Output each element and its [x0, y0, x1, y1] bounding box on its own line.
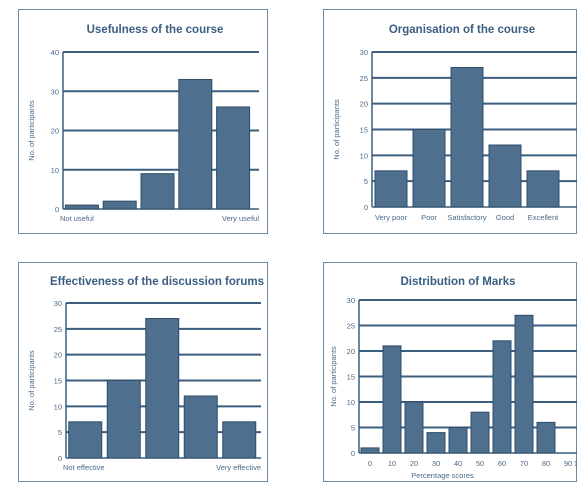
bar — [68, 421, 103, 459]
y-axis-label: No. of participants — [329, 346, 338, 407]
x-tick-label: 30 — [432, 459, 440, 468]
chart-forums: Effectiveness of the discussion forums No… — [18, 262, 268, 482]
x-end-label-right: Very effective — [216, 463, 261, 472]
x-tick-label: 20 — [410, 459, 418, 468]
chart-forums-svg: Effectiveness of the discussion forums No… — [27, 276, 264, 472]
y-tick-label: 30 — [347, 296, 355, 305]
chart-organisation: Organisation of the course No. of partici… — [323, 9, 577, 234]
y-tick-label: 10 — [54, 402, 62, 411]
y-tick-label: 10 — [51, 166, 59, 175]
y-axis-label: No. of participants — [332, 99, 341, 160]
y-tick-label: 0 — [351, 449, 355, 458]
x-tick-label: Excellent — [528, 213, 559, 222]
y-tick-label: 15 — [347, 373, 355, 382]
x-tick-label: 50 — [476, 459, 484, 468]
bar — [64, 204, 99, 210]
bar — [178, 78, 213, 210]
bar — [412, 129, 446, 208]
chart-organisation-svg: Organisation of the course No. of partici… — [332, 24, 577, 222]
bar — [488, 144, 522, 208]
y-tick-label: 0 — [58, 454, 62, 463]
x-end-label-right: Very useful — [222, 214, 259, 223]
y-tick-label: 10 — [347, 398, 355, 407]
y-tick-label: 25 — [347, 322, 355, 331]
y-tick-label: 0 — [55, 205, 59, 214]
bar — [360, 447, 380, 454]
chart-usefulness-svg: Usefulness of the course No. of participa… — [27, 24, 259, 223]
y-tick-label: 25 — [360, 74, 368, 83]
x-tick-label: Very poor — [375, 213, 408, 222]
y-tick-label: 25 — [54, 325, 62, 334]
chart-title: Effectiveness of the discussion forums — [50, 276, 264, 288]
bar — [216, 106, 251, 210]
y-tick-label: 20 — [347, 347, 355, 356]
x-tick-label: 80 — [542, 459, 550, 468]
y-tick-label: 30 — [51, 87, 59, 96]
x-end-label-left: Not useful — [60, 214, 94, 223]
y-tick-label: 10 — [360, 151, 368, 160]
y-tick-label: 5 — [58, 428, 62, 437]
y-tick-label: 30 — [54, 299, 62, 308]
y-tick-label: 5 — [364, 177, 368, 186]
bar — [514, 314, 534, 454]
bar — [404, 401, 424, 454]
chart-title: Usefulness of the course — [87, 24, 224, 36]
bar — [102, 200, 137, 210]
x-tick-label: 90 — [564, 459, 572, 468]
bar — [374, 170, 408, 208]
bar — [145, 318, 180, 459]
bar — [382, 345, 402, 454]
chart-usefulness: Usefulness of the course No. of participa… — [18, 9, 268, 234]
bar — [526, 170, 560, 208]
x-tick-label: 0 — [368, 459, 372, 468]
x-end-label-left: Not effective — [63, 463, 105, 472]
bar — [536, 421, 556, 454]
y-tick-label: 15 — [360, 126, 368, 135]
bar — [426, 432, 446, 454]
chart-title: Organisation of the course — [389, 24, 535, 36]
x-tick-label: 10 — [388, 459, 396, 468]
x-tick-label: 60 — [498, 459, 506, 468]
chart-title: Distribution of Marks — [400, 276, 515, 288]
bar — [106, 380, 141, 459]
bar — [450, 67, 484, 208]
bar — [470, 411, 490, 454]
x-axis-label: Percentage scores — [411, 471, 474, 480]
x-tick-label: 1 — [574, 459, 577, 468]
bar — [448, 427, 468, 454]
bar — [140, 173, 175, 210]
y-tick-label: 20 — [54, 351, 62, 360]
y-axis-label: No. of participants — [27, 100, 36, 161]
bar — [492, 340, 512, 454]
y-tick-label: 30 — [360, 48, 368, 57]
chart-marks: Distribution of Marks No. of participants… — [323, 262, 577, 482]
x-tick-label: 70 — [520, 459, 528, 468]
y-axis-label: No. of participants — [27, 350, 36, 411]
y-tick-label: 5 — [351, 424, 355, 433]
bar — [183, 395, 218, 459]
y-tick-label: 40 — [51, 48, 59, 57]
y-tick-label: 20 — [360, 100, 368, 109]
x-tick-label: 40 — [454, 459, 462, 468]
x-tick-label: Satisfactory — [447, 213, 486, 222]
bar — [222, 421, 257, 459]
y-tick-label: 15 — [54, 377, 62, 386]
chart-marks-svg: Distribution of Marks No. of participants… — [329, 276, 577, 480]
y-tick-label: 0 — [364, 203, 368, 212]
x-tick-label: Good — [496, 213, 514, 222]
x-tick-label: Poor — [421, 213, 437, 222]
y-tick-label: 20 — [51, 127, 59, 136]
